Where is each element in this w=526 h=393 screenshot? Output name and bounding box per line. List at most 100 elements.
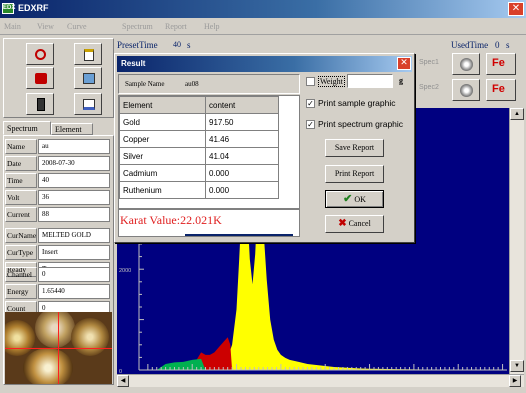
stop-button[interactable] [26,43,54,65]
stop-icon [35,49,46,60]
element-cell: Ruthenium [119,181,206,199]
karat-value: Karat Value:22.021K [120,213,222,227]
app-icon: EDX [2,3,15,14]
preset-time-unit: s [187,40,191,50]
filter1-button[interactable] [452,53,480,75]
table-row[interactable]: Cadmium 0.000 [119,164,279,182]
device-button[interactable] [26,93,54,115]
used-time-value: 0 [495,40,500,50]
ok-label: OK [354,195,366,204]
y-tick-label: 0 [119,369,122,375]
open-file-button[interactable] [74,43,102,65]
spec1-radio[interactable]: Spec1 [419,59,439,66]
image-icon [83,73,95,84]
content-cell: 917.50 [205,113,279,131]
print-report-label: Print Report [334,169,375,178]
result-table: Element content Gold 917.50 Copper 41.46 Sil… [118,95,300,209]
sample_info-label-1: Date [5,156,37,171]
print-spectrum-label: Print spectrum graphic [318,119,404,129]
checkmark-icon: ✔ [343,193,353,205]
cancel-button[interactable]: ✖ Cancel [325,215,384,233]
table-row[interactable]: Gold 917.50 [119,113,279,131]
used-time-label: UsedTime [451,40,489,50]
tab-element[interactable]: Element [51,123,93,135]
dialog-title-bar: Result ✕ [117,56,412,72]
sample-image [5,312,112,384]
fe-label: Fe [492,83,505,95]
fe-label: Fe [492,57,505,69]
sample_info-label-4: Current [5,207,37,222]
sample-button[interactable] [26,67,54,89]
sample_info-label-0: Name [5,139,37,154]
save-report-label: Save Report [334,143,375,152]
series-area-2 [156,358,206,370]
series-area-0 [218,183,503,370]
spec2-radio[interactable]: Spec2 [419,84,439,91]
channel_info-value-0[interactable]: 0 [38,267,110,282]
scroll-down-button[interactable]: ▼ [510,360,524,372]
content-cell: 41.04 [205,147,279,165]
weight-label: Weight [318,76,345,87]
table-row[interactable]: Silver 41.04 [119,147,279,165]
menu-report[interactable]: Report [165,22,187,31]
vertical-scrollbar[interactable]: ▲ ▼ [509,108,524,374]
curve_info-value-1[interactable]: Insert [38,245,110,260]
print-spectrum-checkbox[interactable]: ✓ [306,120,315,129]
close-icon[interactable]: ✕ [508,2,524,16]
table-row[interactable]: Copper 41.46 [119,130,279,148]
image-button[interactable] [74,67,102,89]
print-sample-label: Print sample graphic [318,98,396,108]
cancel-label: Cancel [348,219,371,228]
print-report-button[interactable]: Print Report [325,165,384,183]
print-sample-checkbox[interactable]: ✓ [306,99,315,108]
scroll-left-button[interactable]: ◀ [117,375,129,387]
sample_info-value-3[interactable]: 36 [38,190,110,205]
table-row[interactable]: Ruthenium 0.000 [119,181,279,199]
menu-main[interactable]: Main [4,22,21,31]
sample_info-value-2[interactable]: 40 [38,173,110,188]
fe-button-2[interactable]: Fe [486,79,516,101]
fe-button-1[interactable]: Fe [486,53,516,75]
tab-spectrum[interactable]: Spectrum [3,121,51,135]
save-report-button[interactable]: Save Report [325,139,384,157]
channel_info-value-1[interactable]: 1.65440 [38,284,110,299]
element-cell: Cadmium [119,164,206,182]
content-cell: 41.46 [205,130,279,148]
sample_info-value-4[interactable]: 88 [38,207,110,222]
used-time-unit: s [506,40,510,50]
file-icon [84,49,94,61]
weight-input[interactable] [347,74,393,88]
sample_info-label-2: Time [5,173,37,188]
menu-spectrum[interactable]: Spectrum [122,22,153,31]
col-element-header: Element [119,96,206,114]
report-button[interactable] [74,93,102,115]
weight-unit: g [399,76,403,85]
scroll-up-button[interactable]: ▲ [510,108,524,120]
element-cell: Gold [119,113,206,131]
scroll-right-button[interactable]: ▶ [509,375,521,387]
filter2-button[interactable] [452,79,480,101]
sample_info-value-0[interactable]: au [38,139,110,154]
preset-time-label: PresetTime [117,40,158,50]
sample-name-label: Sample Name [125,80,165,88]
horizontal-scrollbar[interactable]: ◀ ▶ [117,374,524,387]
menu-view[interactable]: View [37,22,54,31]
sample-icon [35,73,47,84]
content-cell: 0.000 [205,164,279,182]
app-title: EDXRF [18,3,49,13]
sample_info-label-3: Volt [5,190,37,205]
sample_info-value-1[interactable]: 2008-07-30 [38,156,110,171]
ok-button[interactable]: ✔ OK [325,190,384,208]
dialog-close-icon[interactable]: ✕ [397,57,411,70]
wheel-icon [460,84,473,97]
preset-time-value[interactable]: 40 [170,39,185,52]
menu-help[interactable]: Help [204,22,220,31]
x-icon: ✖ [338,218,347,229]
weight-checkbox[interactable] [306,77,315,86]
curve_info-value-0[interactable]: MELTED GOLD [38,228,110,243]
menu-curve[interactable]: Curve [67,22,87,31]
info-panel: Name au Date 2008-07-30 Time 40 Volt 36 Current 8… [3,135,114,385]
karat-underline [185,234,293,236]
element-cell: Copper [119,130,206,148]
karat-panel: Karat Value:22.021K [118,209,300,237]
